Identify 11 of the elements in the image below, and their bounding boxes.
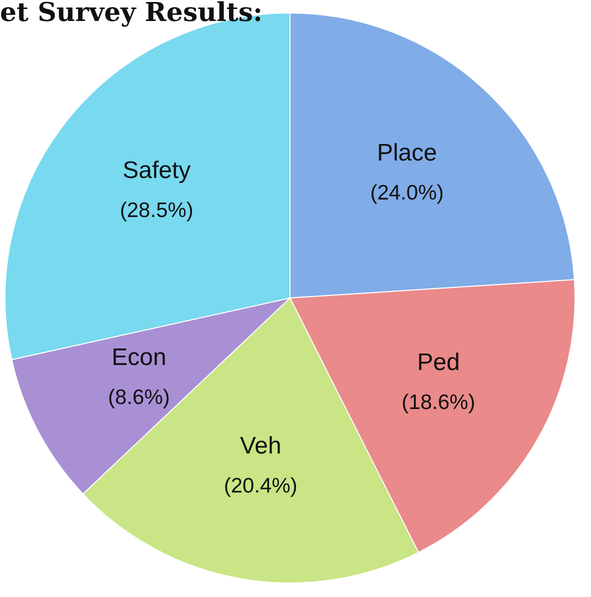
- chart-title: et Survey Results:: [0, 0, 263, 28]
- data-label: (8.6%): [108, 386, 170, 410]
- slice-label: Econ: [112, 344, 166, 372]
- slice-label: Ped: [417, 348, 460, 376]
- data-label: (20.4%): [224, 474, 298, 498]
- slice-label: Veh: [240, 432, 282, 460]
- slice-label: Safety: [122, 156, 191, 184]
- data-label: (24.0%): [370, 181, 444, 204]
- slice-label: Place: [376, 139, 437, 166]
- data-label: (28.5%): [120, 198, 194, 222]
- data-label: (18.6%): [402, 390, 476, 414]
